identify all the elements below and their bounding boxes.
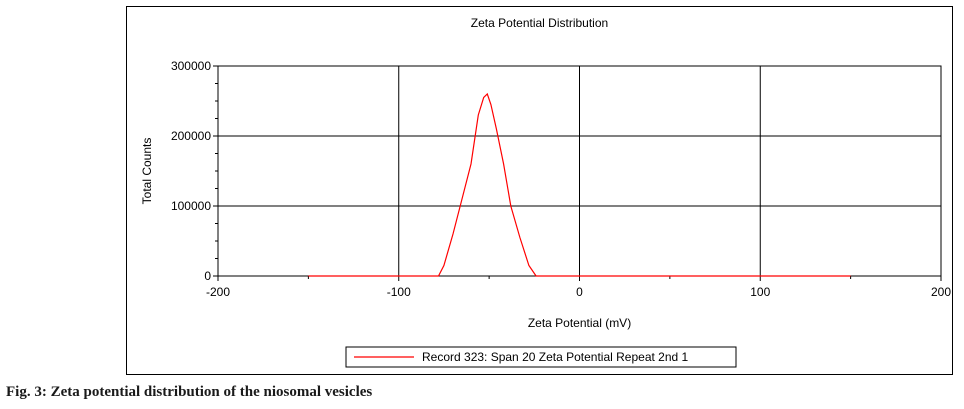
figure-caption: Fig. 3: Zeta potential distribution of t… <box>6 384 373 400</box>
x-tick-label: 100 <box>750 285 770 299</box>
zeta-potential-chart: Zeta Potential Distribution -200 -100 0 100 2… <box>140 16 951 368</box>
chart-title: Zeta Potential Distribution <box>471 16 608 30</box>
x-tick-label: 0 <box>576 285 583 299</box>
series-line <box>308 92 851 277</box>
legend-entry: Record 323: Span 20 Zeta Potential Repea… <box>422 350 689 364</box>
legend-box <box>345 346 737 368</box>
chart-frame <box>126 6 953 375</box>
y-tick-label: 300000 <box>171 59 211 73</box>
y-tick-label: 100000 <box>171 199 211 213</box>
x-axis-label: Zeta Potential (mV) <box>528 316 631 330</box>
x-tick-label: 200 <box>931 285 951 299</box>
x-tick-label: -200 <box>206 285 230 299</box>
y-axis-label: Total Counts <box>140 138 154 205</box>
y-tick-label: 0 <box>204 269 211 283</box>
x-tick-label: -100 <box>387 285 411 299</box>
y-tick-label: 200000 <box>171 129 211 143</box>
